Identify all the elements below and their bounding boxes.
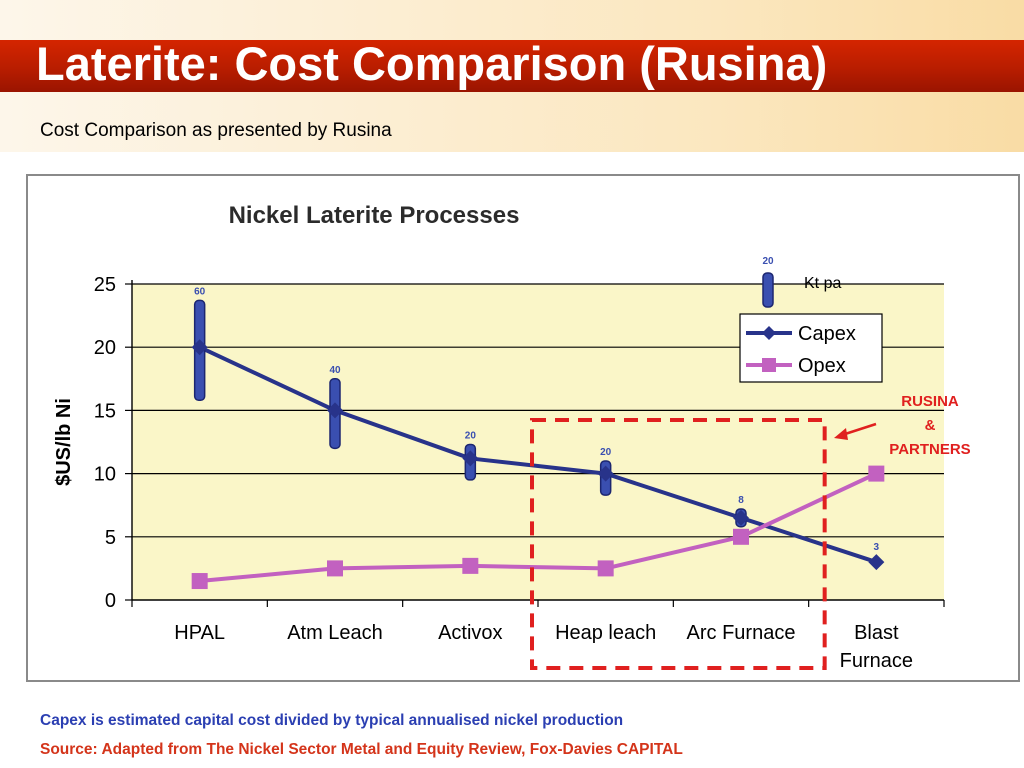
marker-capex (597, 465, 614, 482)
x-tick-label-line: Furnace (840, 650, 913, 672)
axes (131, 280, 945, 607)
highlight-label-line: & (925, 417, 936, 434)
title-bar (0, 40, 1024, 92)
legend-label-opex: Opex (798, 355, 846, 377)
marker-opex (462, 557, 479, 574)
capacity-label: 60 (194, 286, 206, 297)
gridlines (125, 283, 944, 601)
y-tick-label: 10 (94, 464, 116, 486)
chart-title: Nickel Laterite Processes (229, 202, 520, 229)
capacity-label: 3 (874, 542, 880, 553)
marker-opex (191, 573, 208, 590)
x-tick-label-line: Blast (854, 622, 899, 644)
series-markers (191, 339, 885, 590)
y-axis-label: $US/lb Ni (53, 398, 75, 486)
highlight-label: RUSINA & PARTNERS (889, 393, 970, 458)
highlight-label-line: PARTNERS (889, 441, 970, 458)
marker-capex (327, 402, 343, 419)
y-tick-label: 0 (105, 590, 116, 612)
marker-opex (868, 465, 885, 482)
legend-capacity-unit: Kt pa (804, 275, 841, 292)
capacity-label: 8 (738, 495, 744, 506)
y-tick-label: 15 (94, 400, 116, 422)
marker-capex (868, 554, 885, 571)
capacity-label: 20 (600, 447, 612, 458)
source-note: Source: Adapted from The Nickel Sector M… (40, 741, 683, 758)
marker-capex (462, 450, 479, 467)
x-tick-label: Heap leach (555, 622, 656, 644)
x-tick-label: Arc Furnace (687, 622, 796, 644)
legend-marker-capex (762, 326, 776, 340)
marker-opex (733, 528, 749, 545)
legend-label-capex: Capex (798, 323, 856, 345)
marker-opex (327, 560, 343, 577)
x-tick-label: HPAL (174, 622, 225, 644)
page-subtitle: Cost Comparison as presented by Rusina (40, 120, 392, 141)
page-title: Laterite: Cost Comparison (Rusina) (36, 37, 828, 90)
y-tick-labels: 0 5 10 15 20 25 (94, 274, 116, 612)
capacity-label: 20 (465, 431, 477, 442)
y-tick-label: 5 (105, 527, 116, 549)
highlight-box (530, 418, 827, 670)
legend-capacity-value: 20 (762, 256, 774, 267)
x-tick-label: Blast Furnace (840, 622, 913, 672)
highlight-arrow (841, 422, 877, 437)
rusina-highlight: RUSINA & PARTNERS (530, 393, 971, 670)
y-tick-label: 25 (94, 274, 116, 296)
capacity-label: 40 (329, 365, 341, 376)
y-tick-label: 20 (94, 337, 116, 359)
legend-capacity-bar (762, 272, 774, 308)
highlight-label-line: RUSINA (901, 393, 959, 410)
x-tick-labels: HPAL Atm Leach Activox Heap leach Arc Furnac… (174, 622, 913, 672)
series-lines (198, 345, 878, 584)
chart-frame: Nickel Laterite Processes $US/lb Ni 0 5 10… (26, 174, 1020, 682)
series-line-opex (199, 471, 878, 584)
x-tick-label: Activox (438, 622, 502, 644)
chart: Nickel Laterite Processes $US/lb Ni 0 5 10… (53, 202, 971, 672)
marker-opex (597, 560, 614, 577)
legend-marker-opex (762, 358, 776, 372)
legend: 20 Kt pa Capex Opex (739, 256, 883, 383)
highlight-arrowhead (834, 428, 848, 440)
marker-capex (191, 339, 208, 356)
x-tick-label: Atm Leach (287, 622, 383, 644)
capex-note: Capex is estimated capital cost divided … (40, 712, 624, 729)
